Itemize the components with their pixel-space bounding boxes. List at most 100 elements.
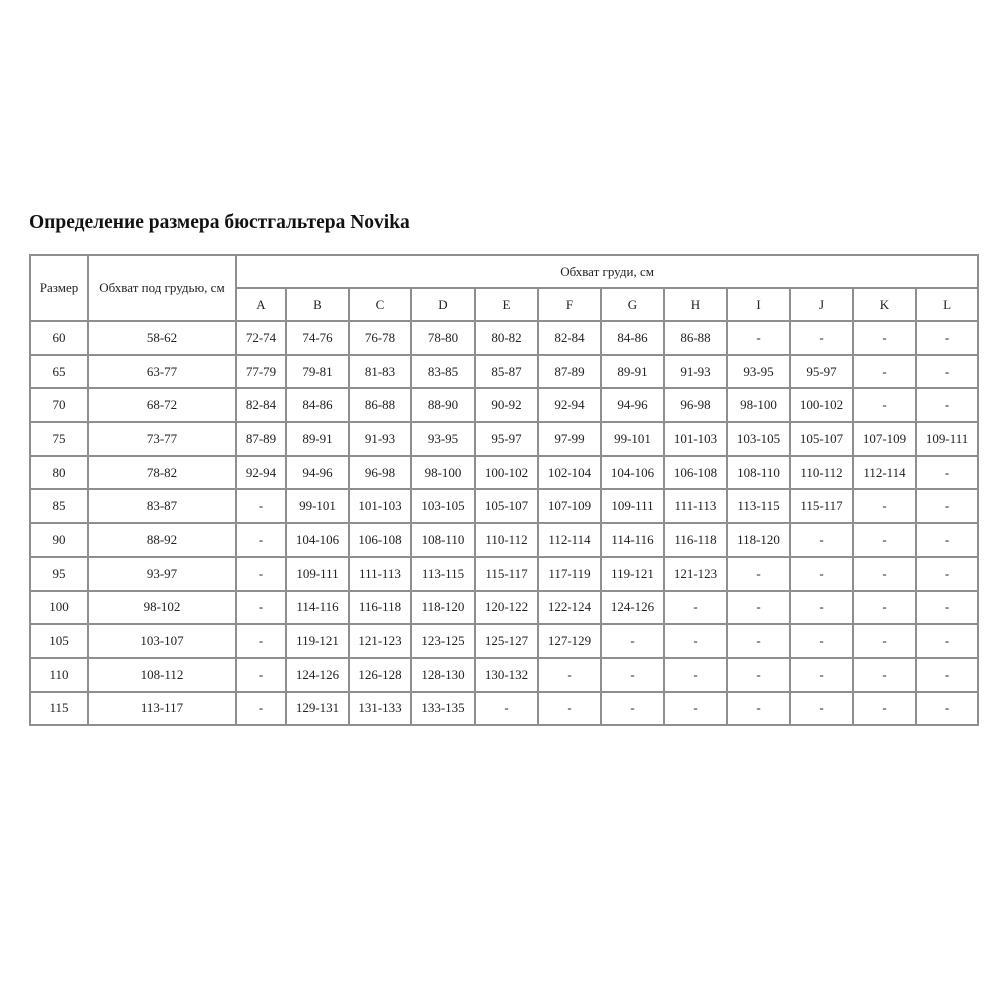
- bust-cell: 96-98: [663, 387, 728, 424]
- bust-cell: -: [914, 623, 980, 659]
- bust-cell: 120-122: [474, 589, 539, 626]
- size-cell: 95: [29, 555, 89, 592]
- table-row: 75 73-77 87-89 89-91 91-93 93-95 95-97 97-99 99-…: [29, 421, 980, 457]
- bust-cell: 117-119: [537, 555, 602, 592]
- bust-cell: 114-116: [600, 522, 665, 558]
- bust-cell: 128-130: [410, 656, 476, 693]
- bust-cell: -: [789, 555, 854, 592]
- bust-cell: 98-100: [410, 454, 476, 491]
- bust-cell: 122-124: [537, 589, 602, 626]
- bust-cell: 101-103: [348, 488, 412, 525]
- table-row: 70 68-72 82-84 84-86 86-88 88-90 90-92 92-94 94-…: [29, 387, 980, 424]
- bust-cell: -: [852, 387, 917, 424]
- underbust-cell: 98-102: [87, 589, 237, 626]
- bust-cell: 87-89: [537, 353, 602, 390]
- bust-cell: -: [789, 656, 854, 693]
- table-row: 85 83-87-99-101 101-103 103-105 105-107 107-1…: [29, 488, 980, 525]
- size-cell: 100: [29, 589, 89, 626]
- bust-cell: 99-101: [600, 421, 665, 457]
- bust-cell: -: [852, 589, 917, 626]
- header-cup: E: [474, 287, 539, 322]
- bust-cell: 96-98: [348, 454, 412, 491]
- bust-cell: 93-95: [726, 353, 791, 390]
- table-row: 65 63-77 77-79 79-81 81-83 83-85 85-87 87-89 89-…: [29, 353, 980, 390]
- bust-cell: 84-86: [600, 320, 665, 356]
- bust-cell: -: [852, 353, 917, 390]
- bust-cell: 108-110: [410, 522, 476, 558]
- bust-cell: -: [914, 555, 980, 592]
- bust-cell: 98-100: [726, 387, 791, 424]
- bust-cell: 105-107: [474, 488, 539, 525]
- underbust-cell: 58-62: [87, 320, 237, 356]
- bust-cell: 90-92: [474, 387, 539, 424]
- bust-cell: 109-111: [285, 555, 350, 592]
- bust-cell: 81-83: [348, 353, 412, 390]
- bust-cell: -: [726, 320, 791, 356]
- bust-cell: 101-103: [663, 421, 728, 457]
- bust-cell: -: [914, 320, 980, 356]
- bust-cell: -: [914, 656, 980, 693]
- bust-cell: 103-105: [410, 488, 476, 525]
- bust-cell: 72-74: [235, 320, 287, 356]
- table-row: 95 93-97-109-111 111-113 113-115 115-117 117-…: [29, 555, 980, 592]
- bust-cell: 130-132: [474, 656, 539, 693]
- table-row: 115 113-117-129-131 131-133 133-135- - - - - - - -: [29, 690, 980, 727]
- header-cup: D: [410, 287, 476, 322]
- bust-cell: 106-108: [663, 454, 728, 491]
- bust-cell: -: [852, 555, 917, 592]
- bust-cell: 109-111: [600, 488, 665, 525]
- bust-cell: 97-99: [537, 421, 602, 457]
- bust-cell: 111-113: [348, 555, 412, 592]
- bust-cell: -: [663, 589, 728, 626]
- size-cell: 75: [29, 421, 89, 457]
- bust-cell: -: [663, 656, 728, 693]
- table-row: 90 88-92-104-106 106-108 108-110 110-112 112-…: [29, 522, 980, 558]
- bust-cell: -: [235, 656, 287, 693]
- bust-cell: 116-118: [348, 589, 412, 626]
- bust-cell: 107-109: [537, 488, 602, 525]
- bust-cell: -: [789, 320, 854, 356]
- bust-cell: -: [914, 488, 980, 525]
- header-cup: A: [235, 287, 287, 322]
- bust-cell: 112-114: [537, 522, 602, 558]
- bust-cell: 105-107: [789, 421, 854, 457]
- bust-cell: 100-102: [789, 387, 854, 424]
- size-cell: 85: [29, 488, 89, 525]
- bust-cell: 84-86: [285, 387, 350, 424]
- bust-cell: -: [789, 623, 854, 659]
- size-cell: 115: [29, 690, 89, 727]
- bust-cell: 118-120: [726, 522, 791, 558]
- bust-cell: 88-90: [410, 387, 476, 424]
- bust-cell: -: [789, 522, 854, 558]
- bust-cell: 113-115: [726, 488, 791, 525]
- bust-cell: 115-117: [789, 488, 854, 525]
- underbust-cell: 63-77: [87, 353, 237, 390]
- bust-cell: 121-123: [663, 555, 728, 592]
- table-row: 105 103-107-119-121 121-123 123-125 125-127 1…: [29, 623, 980, 659]
- bust-cell: 126-128: [348, 656, 412, 693]
- bust-cell: -: [789, 690, 854, 727]
- bust-cell: -: [726, 690, 791, 727]
- header-cup: C: [348, 287, 412, 322]
- bust-cell: 119-121: [285, 623, 350, 659]
- bust-cell: -: [600, 656, 665, 693]
- bust-cell: -: [600, 623, 665, 659]
- size-cell: 60: [29, 320, 89, 356]
- header-cup: G: [600, 287, 665, 322]
- bust-cell: -: [600, 690, 665, 727]
- bust-cell: 104-106: [285, 522, 350, 558]
- bust-cell: 100-102: [474, 454, 539, 491]
- bust-cell: 106-108: [348, 522, 412, 558]
- bust-cell: -: [235, 522, 287, 558]
- header-cup: B: [285, 287, 350, 322]
- bust-cell: 116-118: [663, 522, 728, 558]
- bust-cell: 107-109: [852, 421, 917, 457]
- bust-cell: 93-95: [410, 421, 476, 457]
- header-cup: K: [852, 287, 917, 322]
- bust-cell: 86-88: [348, 387, 412, 424]
- bust-cell: 113-115: [410, 555, 476, 592]
- bust-cell: 124-126: [600, 589, 665, 626]
- bust-cell: 121-123: [348, 623, 412, 659]
- bust-cell: 119-121: [600, 555, 665, 592]
- bust-cell: 94-96: [285, 454, 350, 491]
